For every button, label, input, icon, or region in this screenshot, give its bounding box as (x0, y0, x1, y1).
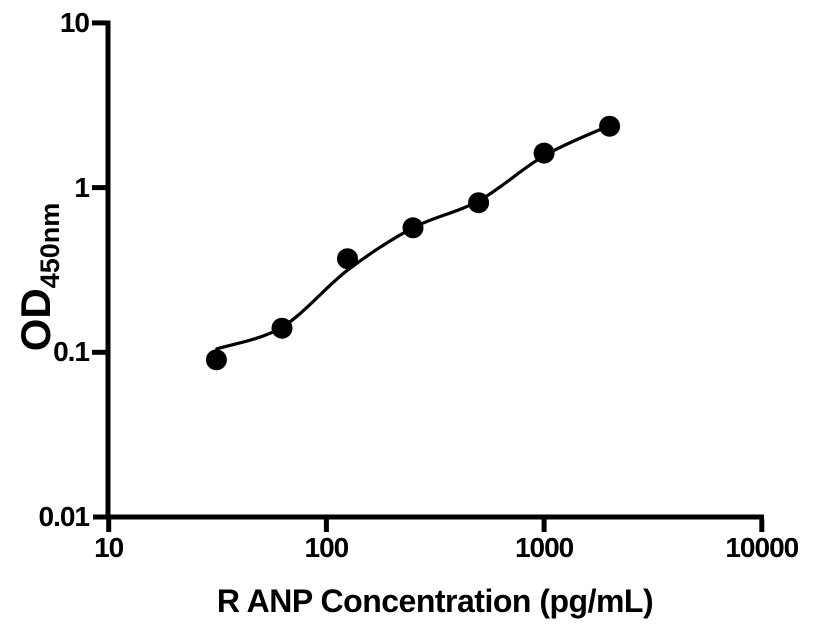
data-point-marker (205, 349, 227, 371)
data-point-marker (599, 115, 621, 137)
x-tick-label: 100 (304, 532, 350, 563)
y-axis-label: OD450nm (12, 203, 65, 352)
x-axis-label: R ANP Concentration (pg/mL) (216, 583, 654, 619)
y-tick-label: 0.01 (38, 501, 91, 532)
data-point-marker (533, 142, 555, 164)
x-tick-label: 1000 (514, 532, 574, 563)
y-tick-label: 1 (74, 171, 90, 203)
data-point-marker (271, 317, 293, 339)
x-tick-label: 10 (94, 532, 124, 563)
y-tick-label: 10 (59, 6, 90, 38)
y-axis-label-subscript: 450nm (35, 202, 65, 289)
y-tick-label: 0.1 (53, 336, 90, 368)
data-point-marker (468, 192, 490, 214)
data-point-marker (337, 248, 358, 270)
x-tick-label: 10000 (725, 532, 799, 563)
data-point-marker (402, 217, 424, 239)
y-axis-label-main: OD (12, 288, 59, 352)
